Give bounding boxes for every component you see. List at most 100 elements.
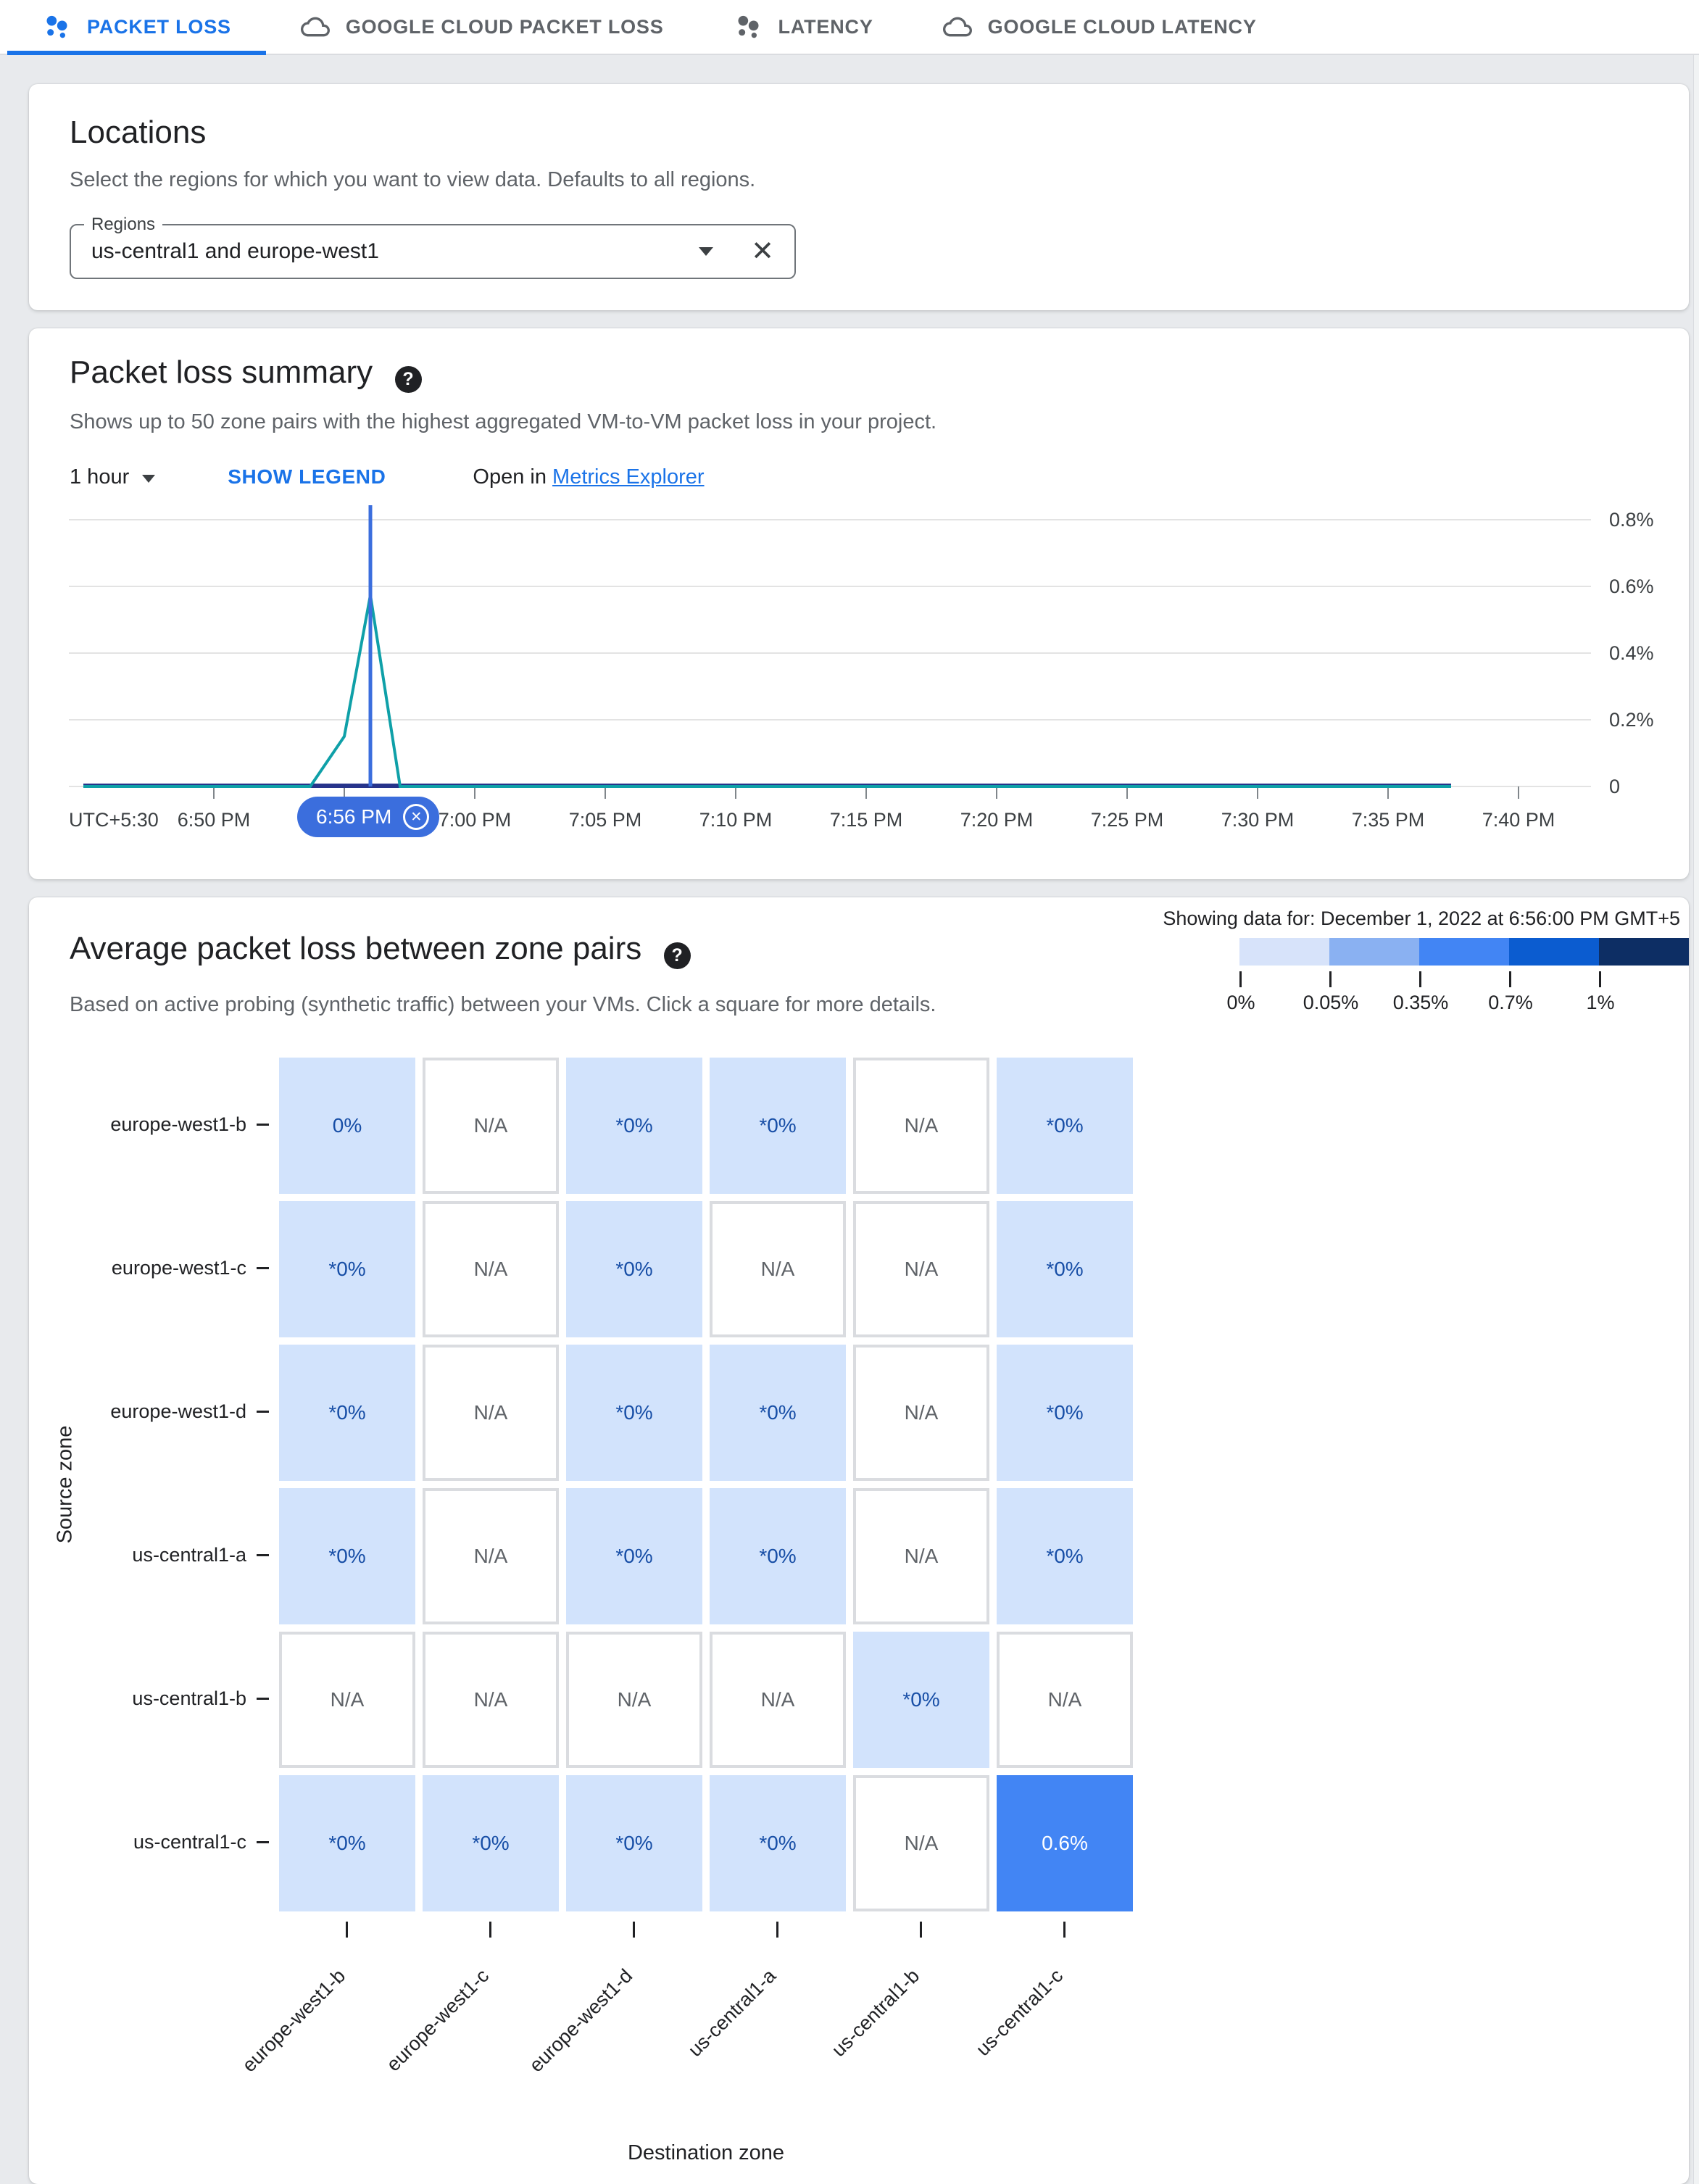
chip-close-icon[interactable] <box>403 804 430 831</box>
selected-time-label: 6:56 PM <box>316 805 392 829</box>
legend-tick <box>1329 971 1332 987</box>
clear-icon[interactable] <box>751 238 774 265</box>
heatmap-cell[interactable]: *0% <box>279 1488 415 1624</box>
heatmap-cell[interactable]: N/A <box>853 1201 989 1337</box>
line-chart-canvas[interactable]: 0.8% 0.6% 0.4% 0.2% 0 UTC+5:30 6:50 PM 6… <box>58 498 1699 839</box>
col-label: us-central1-b <box>827 1964 924 2061</box>
heatmap-cell[interactable]: *0% <box>997 1488 1133 1624</box>
heatmap-cell[interactable]: N/A <box>853 1488 989 1624</box>
heatmap-cell[interactable]: *0% <box>423 1775 559 1911</box>
col-tick <box>633 1922 635 1938</box>
show-legend-button[interactable]: SHOW LEGEND <box>228 465 386 489</box>
row-label: us-central1-a <box>132 1544 246 1566</box>
locations-card: Locations Select the regions for which y… <box>29 84 1689 310</box>
heatmap-cell[interactable]: *0% <box>710 1775 846 1911</box>
heatmap-cell[interactable]: *0% <box>566 1058 702 1194</box>
dropdown-arrow-icon[interactable] <box>699 247 714 256</box>
source-zone-axis-title: Source zone <box>53 1425 77 1544</box>
row-tick <box>257 1841 269 1843</box>
heatmap-cell[interactable]: N/A <box>423 1058 559 1194</box>
heatmap-cell[interactable]: N/A <box>853 1775 989 1911</box>
color-scale-legend <box>1239 938 1689 966</box>
heatmap-cell[interactable]: N/A <box>423 1488 559 1624</box>
col-tick <box>489 1922 491 1938</box>
tab-packet-loss[interactable]: PACKET LOSS <box>7 0 266 55</box>
legend-tick <box>1239 971 1242 987</box>
row-tick <box>257 1554 269 1556</box>
metrics-explorer-link[interactable]: Metrics Explorer <box>552 465 705 489</box>
heatmap-cell[interactable]: N/A <box>853 1345 989 1481</box>
x-ticks <box>213 786 1519 800</box>
tab-label: LATENCY <box>778 15 873 38</box>
row-label: us-central1-c <box>133 1831 246 1853</box>
utc-label: UTC+5:30 <box>69 809 159 831</box>
heatmap-cell[interactable]: N/A <box>710 1632 846 1768</box>
heatmap-cell[interactable]: N/A <box>997 1632 1133 1768</box>
heatmap-cell[interactable]: N/A <box>423 1345 559 1481</box>
heatmap-cell[interactable]: N/A <box>710 1201 846 1337</box>
heatmap-cell[interactable]: *0% <box>279 1775 415 1911</box>
open-in-prefix: Open in <box>473 465 547 489</box>
heatmap-cell[interactable]: *0% <box>997 1058 1133 1194</box>
packet-loss-chart[interactable]: 0.8% 0.6% 0.4% 0.2% 0 UTC+5:30 6:50 PM 6… <box>58 498 1689 842</box>
heatmap-cell[interactable]: *0% <box>279 1201 415 1337</box>
heatmap-cell[interactable]: *0% <box>710 1058 846 1194</box>
svg-text:7:10 PM: 7:10 PM <box>699 809 773 831</box>
heatmap-cell[interactable]: N/A <box>279 1632 415 1768</box>
legend-segment-2 <box>1329 938 1419 966</box>
legend-tick <box>1509 971 1511 987</box>
locations-title: Locations <box>70 115 207 150</box>
tab-bar: PACKET LOSS GOOGLE CLOUD PACKET LOSS LAT… <box>0 0 1699 55</box>
legend-segment-3 <box>1419 938 1509 966</box>
help-icon[interactable] <box>663 942 691 970</box>
heatmap-cell[interactable]: N/A <box>423 1201 559 1337</box>
row-tick <box>257 1698 269 1700</box>
heatmap-grid: 0% N/A *0% *0% N/A *0% *0% N/A *0% N/A N… <box>279 1058 1133 1911</box>
heatmap-cell[interactable]: 0.6% <box>997 1775 1133 1911</box>
svg-text:7:30 PM: 7:30 PM <box>1221 809 1295 831</box>
tab-google-cloud-latency[interactable]: GOOGLE CLOUD LATENCY <box>908 0 1292 54</box>
row-label: us-central1-b <box>132 1687 246 1709</box>
svg-text:0.2%: 0.2% <box>1609 709 1654 731</box>
row-tick <box>257 1124 269 1126</box>
col-label: europe-west1-d <box>525 1964 637 2077</box>
svg-text:7:25 PM: 7:25 PM <box>1091 809 1164 831</box>
gridlines <box>69 519 1591 788</box>
packet-loss-summary-card: Packet loss summary Shows up to 50 zone … <box>29 328 1689 879</box>
scrollbar-track[interactable] <box>1693 0 1699 2184</box>
heatmap-cell[interactable]: *0% <box>566 1775 702 1911</box>
heatmap-cell[interactable]: *0% <box>566 1345 702 1481</box>
tab-latency[interactable]: LATENCY <box>699 0 908 54</box>
heatmap-cell[interactable]: *0% <box>710 1488 846 1624</box>
heatmap-cell[interactable]: *0% <box>710 1345 846 1481</box>
matrix-title: Average packet loss between zone pairs <box>70 931 642 966</box>
zone-pair-matrix-card: Showing data for: December 1, 2022 at 6:… <box>29 897 1689 2184</box>
regions-value: us-central1 and europe-west1 <box>91 239 379 263</box>
svg-text:0.6%: 0.6% <box>1609 576 1654 597</box>
heatmap-cell[interactable]: 0% <box>279 1058 415 1194</box>
col-label: us-central1-c <box>971 1964 1068 2061</box>
heatmap-cell[interactable]: *0% <box>997 1345 1133 1481</box>
col-tick <box>776 1922 778 1938</box>
row-label: europe-west1-d <box>110 1400 246 1422</box>
selected-time-chip[interactable]: 6:56 PM <box>297 797 440 838</box>
heatmap-cell[interactable]: *0% <box>279 1345 415 1481</box>
time-range-select[interactable]: 1 hour <box>70 465 156 489</box>
svg-text:0.8%: 0.8% <box>1609 509 1654 531</box>
heatmap-cell[interactable]: *0% <box>997 1201 1133 1337</box>
matrix-description: Based on active probing (synthetic traff… <box>70 993 936 1016</box>
help-icon[interactable] <box>394 366 422 394</box>
heatmap-cell[interactable]: *0% <box>566 1488 702 1624</box>
heatmap-cell[interactable]: *0% <box>853 1632 989 1768</box>
heatmap-cell[interactable]: N/A <box>423 1632 559 1768</box>
tab-google-cloud-packet-loss[interactable]: GOOGLE CLOUD PACKET LOSS <box>266 0 699 54</box>
heatmap-cell[interactable]: N/A <box>566 1632 702 1768</box>
summary-description: Shows up to 50 zone pairs with the highe… <box>70 410 937 434</box>
svg-text:7:40 PM: 7:40 PM <box>1482 809 1555 831</box>
heatmap-cell[interactable]: *0% <box>566 1201 702 1337</box>
open-in-text: Open in Metrics Explorer <box>473 465 704 489</box>
regions-select[interactable]: Regions us-central1 and europe-west1 <box>70 215 796 279</box>
heatmap-cell[interactable]: N/A <box>853 1058 989 1194</box>
svg-text:0.4%: 0.4% <box>1609 642 1654 664</box>
legend-tick <box>1419 971 1421 987</box>
